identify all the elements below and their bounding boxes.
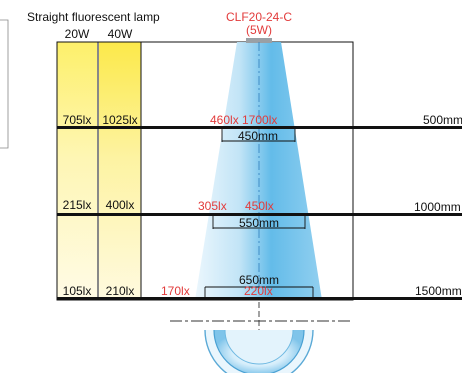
lux-near-500: 460lx <box>210 113 239 127</box>
model-power: (5W) <box>246 23 272 37</box>
width-bracket-650 <box>204 286 314 300</box>
width-label-1000: 550mm <box>239 216 279 230</box>
lamp-20w-column <box>57 42 97 300</box>
model-name: CLF20-24-C <box>226 10 292 24</box>
distance-label-1000: 1000mm <box>414 200 461 214</box>
distance-label-1500: 1500mm <box>415 284 462 298</box>
lux-near-1500: 170lx <box>161 284 190 298</box>
width-bracket-450 <box>221 129 296 142</box>
lux-center-1000: 450lx <box>245 199 274 213</box>
width-label-1500: 650mm <box>239 273 279 287</box>
lamp-lens <box>224 329 294 365</box>
lamp-fixture-top <box>246 38 272 43</box>
lux-near-1000: 305lx <box>198 199 227 213</box>
column-header-40w: 40W <box>108 27 133 41</box>
lux-40w-1500: 210lx <box>106 284 135 298</box>
lamp-type-title: Straight fluorescent lamp <box>27 10 160 24</box>
width-label-500: 450mm <box>238 129 278 143</box>
lux-40w-500: 1025lx <box>102 113 137 127</box>
lux-20w-1000: 215lx <box>63 198 92 212</box>
distance-label-500: 500mm <box>423 113 462 127</box>
lux-center-1500: 220lx <box>244 284 273 298</box>
lamp-40w-column <box>99 42 141 300</box>
floor-line-1000 <box>57 213 462 216</box>
floor-line-500 <box>57 126 462 129</box>
left-edge-frame <box>0 19 9 149</box>
lux-20w-1500: 105lx <box>63 284 92 298</box>
floor-line-1500 <box>57 297 462 300</box>
lux-20w-500: 705lx <box>63 113 92 127</box>
width-bracket-550 <box>212 216 306 229</box>
column-header-20w: 20W <box>65 27 90 41</box>
lux-center-500: 1700lx <box>242 113 277 127</box>
light-beam <box>195 42 322 300</box>
lux-40w-1000: 400lx <box>106 198 135 212</box>
